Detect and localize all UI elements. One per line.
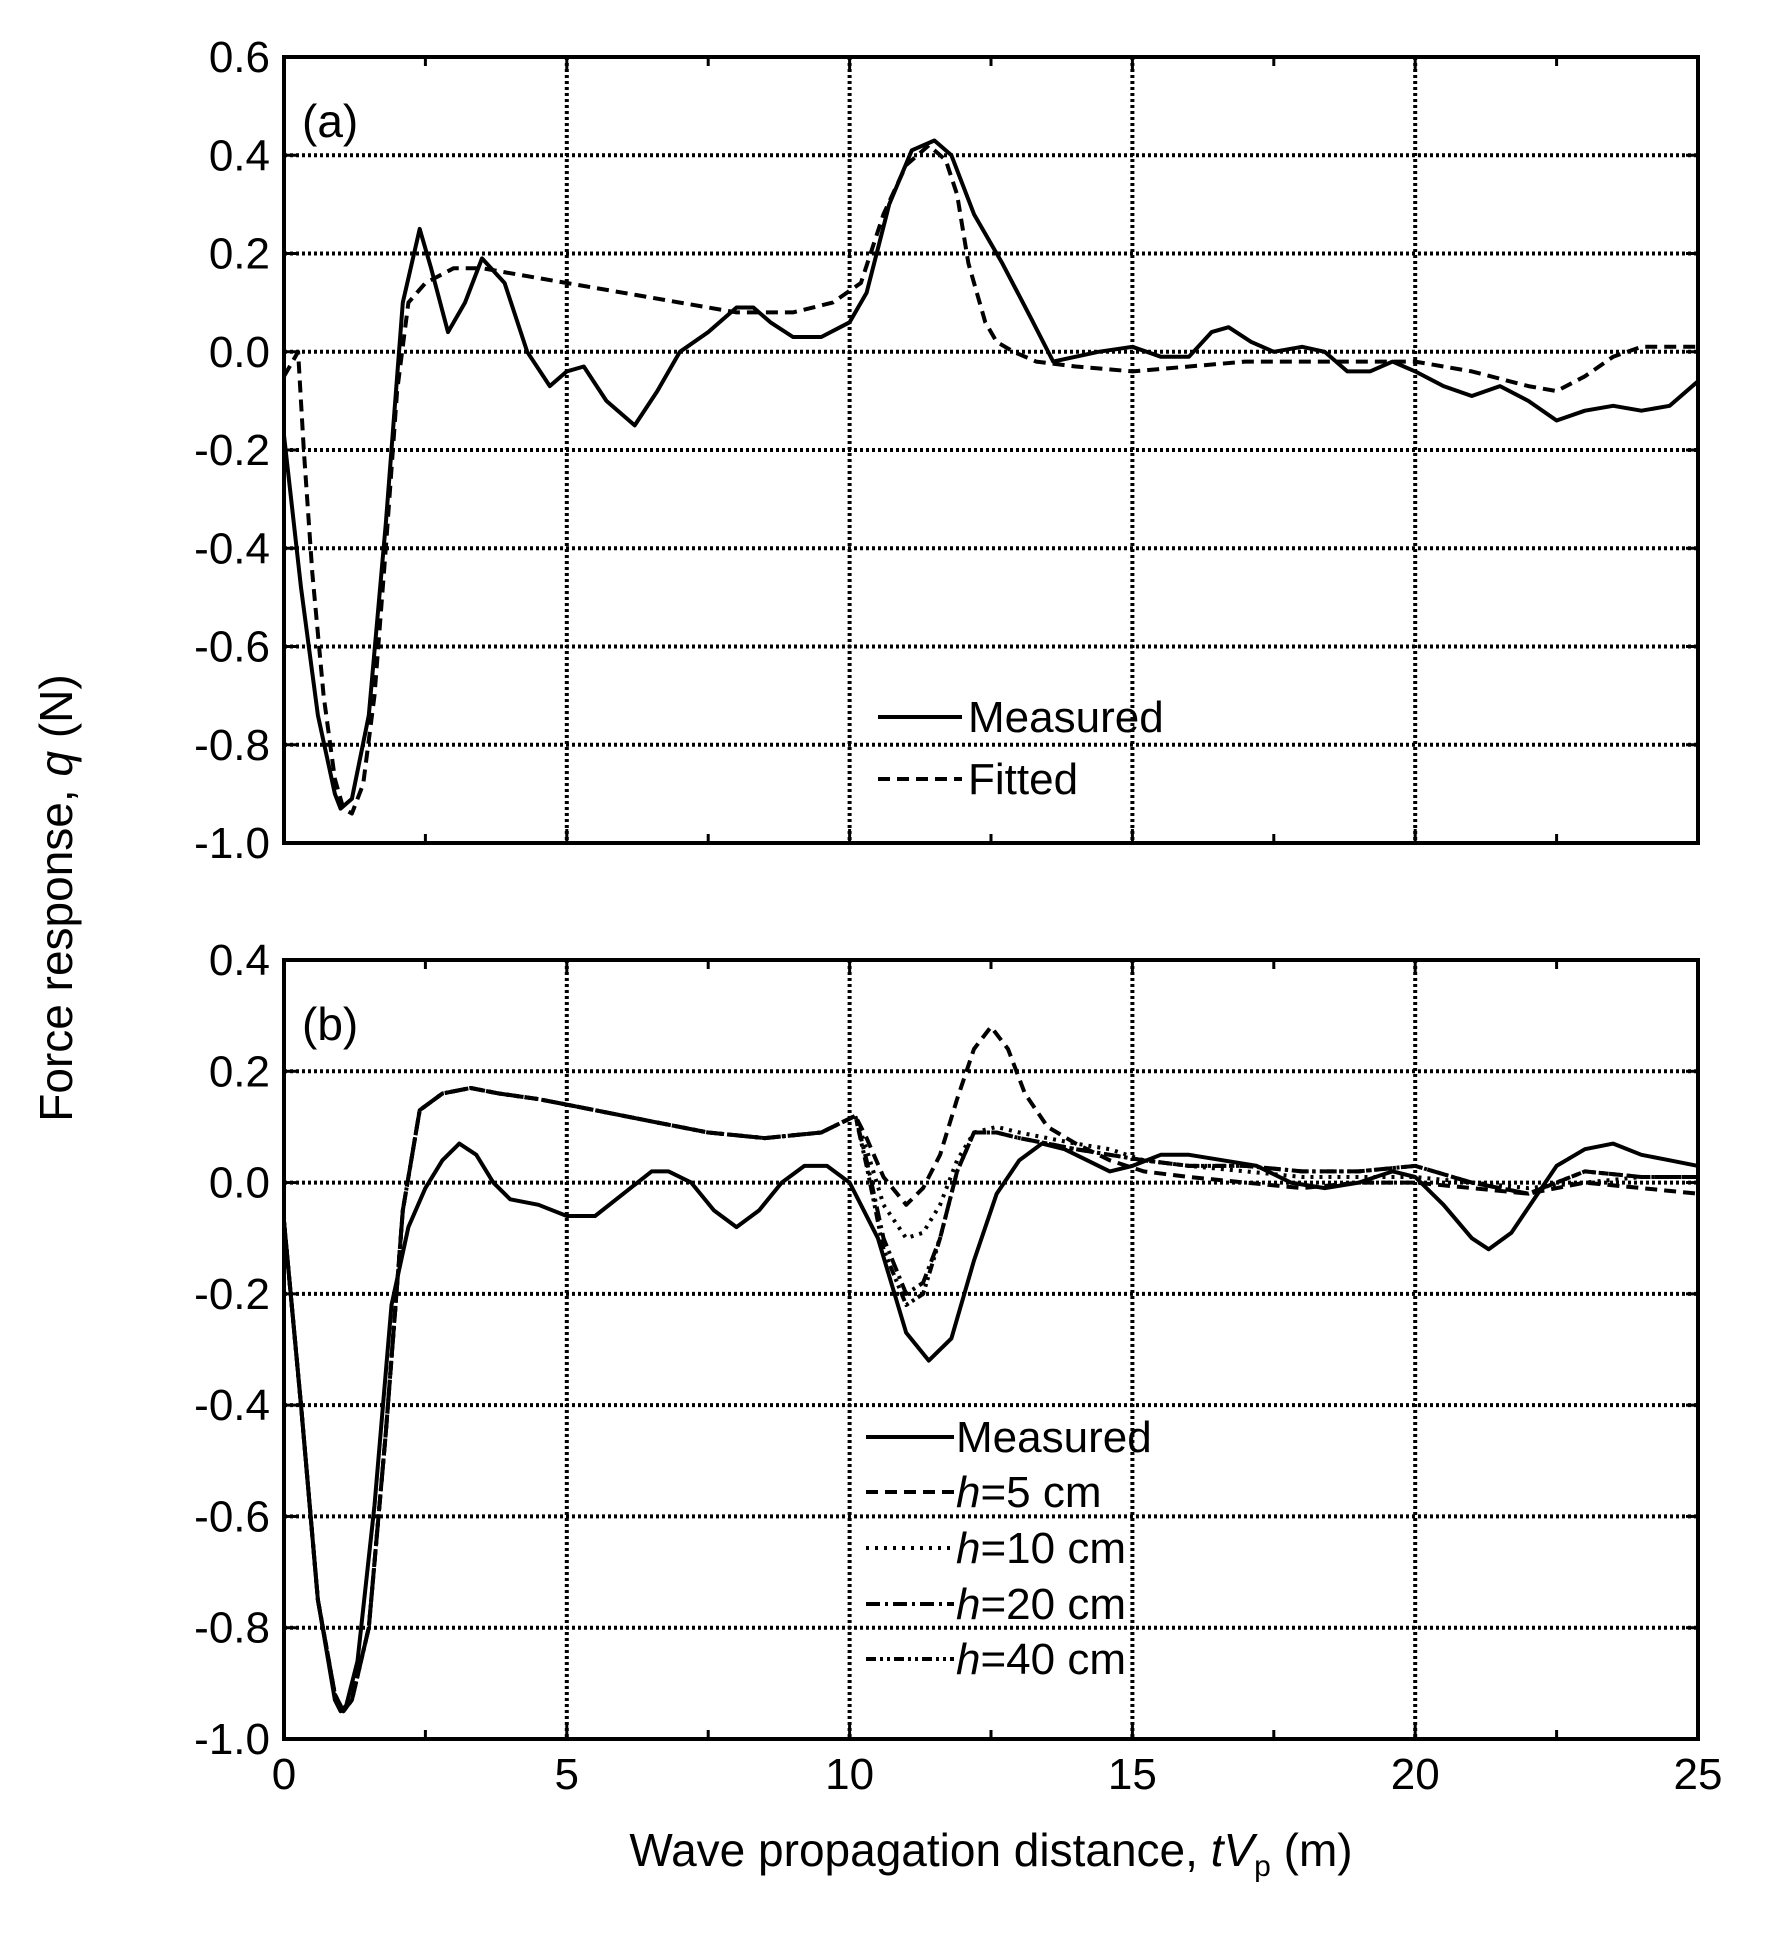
legend-a-fitted-label: Fitted [968,755,1078,804]
x-tick-label: 10 [825,1750,874,1799]
legend-b-h20-var: h [956,1580,980,1629]
y-axis-title: Force response, q (N) [30,674,82,1121]
panel-a-ytick-label: -1.0 [194,819,270,868]
x-axis-title: Wave propagation distance, tVp (m) [629,1824,1352,1883]
legend-b-measured-label: Measured [956,1413,1152,1462]
panel-b-series [282,1024,1699,1714]
panel-a-ytick-label: -0.6 [194,623,270,672]
panel-a-frame [282,55,1700,845]
panel-b-ticks: -1.0 -0.8 -0.6 -0.4 -0.2 0.0 0.2 0.4 [194,936,1700,1764]
panel-a-ytick-label: 0.0 [209,328,270,377]
panel-b-series-h-5-cm [282,1024,1699,1714]
legend-b-h5-var: h [956,1468,980,1517]
x-tick-label: 0 [272,1750,296,1799]
panel-a-ytick-label: -0.2 [194,426,270,475]
x-tick-labels: 0 5 10 15 20 25 [272,1750,1723,1799]
legend-b-h10-var: h [956,1524,980,1573]
panel-b-series-measured [282,1141,1699,1714]
panel-b: -1.0 -0.8 -0.6 -0.4 -0.2 0.0 0.2 0.4 (b) Measur… [194,936,1700,1764]
x-axis-title-V: V [1223,1824,1258,1876]
panel-a-grid [284,57,1698,843]
panel-b-ytick-label: -0.2 [194,1270,270,1319]
panel-b-grid [284,960,1698,1739]
panel-b-ytick-label: -1.0 [194,1715,270,1764]
panel-b-ytick-label: 0.2 [209,1047,270,1096]
legend-b-h20-label: h=20 cm [956,1580,1126,1629]
panel-b-series-h-10-cm [282,1086,1698,1714]
x-axis-title-unit: (m) [1271,1824,1353,1876]
panel-a-legend: Measured Fitted [878,693,1164,804]
panel-a-series [282,138,1700,816]
y-axis-title-main: Force response, [30,777,82,1122]
legend-b-h10-label: h=10 cm [956,1524,1126,1573]
panel-a: -1.0 -0.8 -0.6 -0.4 -0.2 0.0 0.2 0.4 0.6 (a) Mea… [194,33,1700,868]
x-tick-label: 25 [1674,1750,1723,1799]
panel-a-ytick-label: 0.2 [209,230,270,279]
x-axis-title-t: t [1211,1824,1226,1876]
legend-b-h20-text: =20 cm [980,1580,1126,1629]
panel-a-label: (a) [302,95,358,147]
panel-b-legend: Measured h=5 cm h=10 cm h=20 cm h=40 cm [866,1413,1152,1684]
panel-b-ytick-label: -0.8 [194,1604,270,1653]
legend-b-h10-text: =10 cm [980,1524,1126,1573]
panel-a-ytick-label: -0.8 [194,721,270,770]
legend-b-h5-label: h=5 cm [956,1468,1102,1517]
x-axis-title-main: Wave propagation distance, [629,1824,1210,1876]
panel-b-ytick-label: 0.0 [209,1159,270,1208]
panel-b-ytick-label: 0.4 [209,936,270,985]
panel-a-ytick-label: 0.4 [209,131,270,180]
panel-b-ytick-label: -0.4 [194,1381,270,1430]
y-axis-title-q: q [30,751,82,777]
x-tick-label: 20 [1391,1750,1440,1799]
panel-a-ytick-label: -0.4 [194,524,270,573]
panel-a-ytick-label: 0.6 [209,33,270,82]
x-tick-label: 15 [1108,1750,1157,1799]
legend-b-h40-var: h [956,1635,980,1684]
x-tick-label: 5 [555,1750,579,1799]
legend-a-measured-label: Measured [968,693,1164,742]
panel-a-ticks: -1.0 -0.8 -0.6 -0.4 -0.2 0.0 0.2 0.4 0.6 [194,33,1700,868]
panel-a-series-fitted [282,143,1698,816]
legend-b-h40-text: =40 cm [980,1635,1126,1684]
legend-b-h40-label: h=40 cm [956,1635,1126,1684]
x-axis-title-sub: p [1254,1850,1271,1883]
legend-b-h5-text: =5 cm [980,1468,1101,1517]
panel-b-frame [282,958,1700,1741]
panel-b-series-h-40-cm [282,1086,1698,1714]
y-axis-title-unit: (N) [30,674,82,751]
panel-b-label: (b) [302,998,358,1050]
panel-b-ytick-label: -0.6 [194,1492,270,1541]
